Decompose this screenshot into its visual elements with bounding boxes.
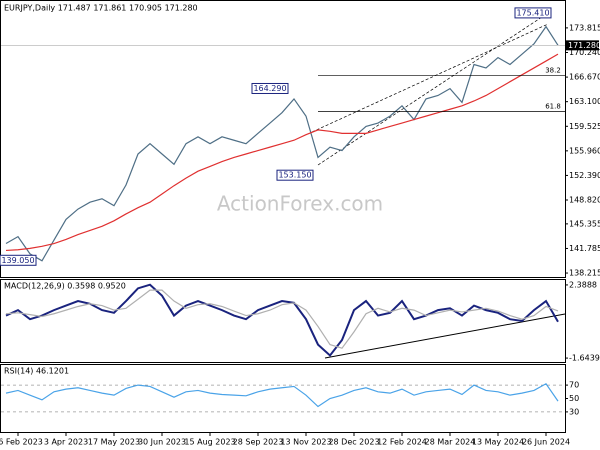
x-tick-label: 30 Jun 2023	[138, 438, 186, 447]
y-tick-label: 155.960	[569, 146, 600, 155]
price-annotation: 153.150	[278, 171, 311, 180]
rsi-panel	[0, 364, 566, 433]
price-annotation: 175.410	[516, 8, 549, 17]
macd-signal	[5, 289, 559, 349]
moving-average	[5, 53, 559, 252]
x-tick-label: 17 May 2023	[88, 438, 140, 447]
y-tick-label: 50	[569, 394, 579, 403]
price-annotation-box	[276, 169, 314, 181]
x-tick-label: 28 Mar 2024	[425, 438, 476, 447]
header: EURJPY,Daily 171.487 171.861 170.905 171…	[4, 4, 198, 13]
price-panel	[0, 0, 566, 278]
y-tick-label: 159.525	[569, 122, 600, 131]
x-tick-label: 12 Feb 2024	[377, 438, 427, 447]
watermark: ActionForex.com	[217, 192, 383, 216]
y-tick-label: 2.3888	[569, 280, 597, 289]
y-tick-label: 141.785	[569, 244, 600, 253]
rsi-header: RSI(14) 46.1201	[4, 367, 69, 376]
y-tick-label: 30	[569, 407, 579, 416]
y-tick-label: 173.815	[569, 23, 600, 32]
price-annotation: 139.050	[1, 256, 34, 265]
x-tick-label: 16 Feb 2023	[0, 438, 43, 447]
fib-label: 38.2	[545, 66, 561, 74]
y-tick-label: 163.100	[569, 97, 600, 106]
price-annotation: 164.290	[253, 84, 286, 93]
macd-header: MACD(12,26,9) 0.3598 0.9520	[4, 282, 126, 291]
x-tick-label: 28 Dec 2023	[328, 438, 379, 447]
x-tick-label: 26 Jun 2024	[522, 438, 570, 447]
macd-panel	[0, 279, 566, 363]
y-tick-label: 138.215	[569, 269, 600, 278]
x-tick-label: 15 Aug 2023	[184, 438, 235, 447]
price-annotation-box	[251, 82, 289, 94]
y-tick-label: -1.6439	[569, 354, 600, 363]
channel-line	[311, 23, 549, 133]
macd-line	[5, 283, 559, 357]
x-tick-label: 13 Nov 2023	[280, 438, 331, 447]
x-tick-label: 13 May 2024	[472, 438, 524, 447]
last-price-box	[566, 40, 599, 51]
y-tick-label: 170.240	[569, 48, 600, 57]
last-price-label: 171.280	[568, 41, 600, 50]
fib-label: 61.8	[545, 103, 561, 111]
y-tick-label: 70	[569, 381, 579, 390]
rsi-line	[5, 382, 559, 408]
macd-trendline	[324, 313, 566, 359]
y-tick-label: 152.390	[569, 171, 600, 180]
y-tick-label: 148.820	[569, 196, 600, 205]
y-tick-label: 166.670	[569, 73, 600, 82]
price-annotation-box	[0, 254, 37, 266]
x-tick-label: 28 Sep 2023	[233, 438, 284, 447]
y-tick-label: 145.355	[569, 219, 600, 228]
price-line	[5, 25, 559, 262]
x-tick-label: 3 Apr 2023	[44, 438, 88, 447]
price-annotation-box	[514, 7, 552, 19]
channel-line	[317, 14, 546, 166]
